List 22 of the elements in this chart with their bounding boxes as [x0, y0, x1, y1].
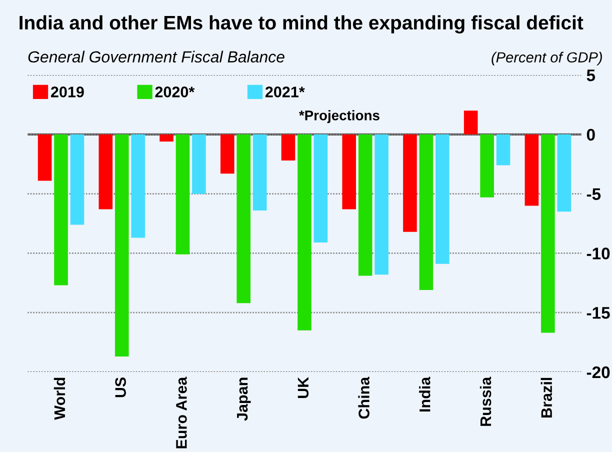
y-tick-label: -20: [586, 366, 610, 378]
y-tick-label: -5: [586, 188, 601, 200]
y-tick-label: 5: [586, 70, 596, 82]
x-tick-label: India: [419, 376, 430, 412]
legend-label: 2021*: [265, 86, 305, 98]
x-tick-label: US: [115, 377, 126, 398]
legend-label: 2020*: [155, 86, 195, 98]
x-tick-label: Japan: [237, 378, 251, 421]
y-tick-label: -10: [586, 248, 610, 260]
chart-title: India and other EMs have to mind the expanding fiscal deficit: [20, 15, 584, 34]
y-tick-label: 0: [586, 128, 595, 141]
legend-label: 2019: [50, 86, 84, 98]
x-tick-label: China: [358, 376, 370, 419]
y-tick-label: -15: [586, 307, 610, 319]
x-tick-label: Russia: [480, 376, 492, 426]
x-tick-label: Euro Area: [176, 376, 187, 448]
x-tick-label: Brazil: [540, 378, 552, 418]
x-tick-label: World: [54, 378, 66, 420]
x-tick-label: UK: [298, 377, 309, 398]
chart-subtitle: General Government Fiscal Balance: [28, 50, 284, 63]
annotation: *Projections: [298, 110, 380, 124]
y-axis-title: (Percent of GDP): [492, 52, 602, 66]
